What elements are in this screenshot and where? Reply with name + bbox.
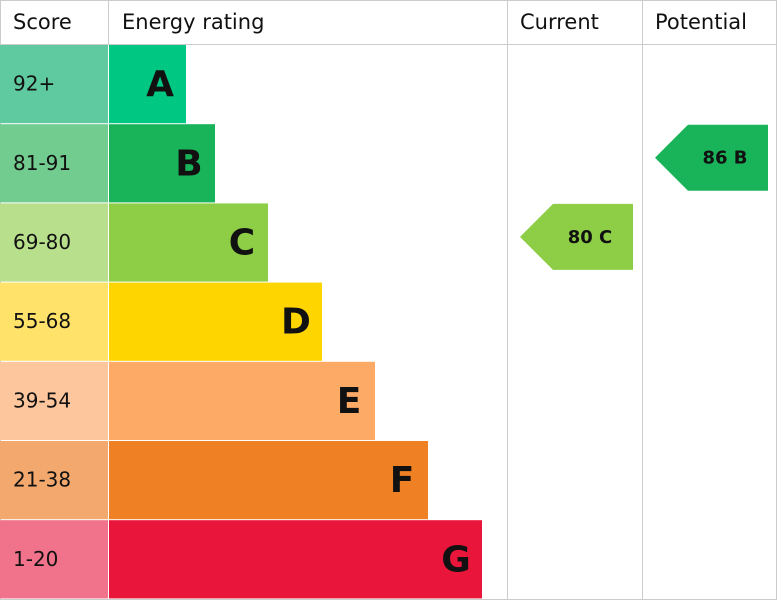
column-header: Current xyxy=(520,10,599,34)
rating-header: Energy rating xyxy=(122,10,264,34)
rating-bar xyxy=(109,282,322,361)
rating-letter: D xyxy=(281,302,311,343)
score-cell xyxy=(0,45,108,124)
score-cell xyxy=(0,361,108,440)
score-label: 81-91 xyxy=(13,151,71,175)
score-label: 21-38 xyxy=(13,468,71,492)
rating-arrow xyxy=(655,124,768,191)
rating-bar xyxy=(109,361,375,440)
arrow-label: 80 C xyxy=(568,227,613,248)
score-label: 92+ xyxy=(13,72,55,96)
rating-bar xyxy=(109,203,268,282)
score-cell xyxy=(0,282,108,361)
rating-bar xyxy=(109,520,482,599)
score-cell xyxy=(0,441,108,520)
rating-bar xyxy=(109,441,428,520)
score-label: 1-20 xyxy=(13,547,58,571)
rating-letter: B xyxy=(175,143,202,184)
score-cell xyxy=(0,124,108,203)
score-label: 69-80 xyxy=(13,230,71,254)
rating-letter: A xyxy=(146,64,174,105)
score-cell xyxy=(0,520,108,599)
rating-arrow xyxy=(520,203,633,270)
score-cell xyxy=(0,203,108,282)
column-header: Potential xyxy=(655,10,747,34)
rating-letter: E xyxy=(337,381,362,422)
rating-letter: F xyxy=(390,460,415,501)
rating-bar xyxy=(109,45,186,124)
rating-bar xyxy=(109,124,215,203)
rating-letter: G xyxy=(441,539,471,580)
score-label: 39-54 xyxy=(13,388,71,412)
score-header: Score xyxy=(13,10,72,34)
rating-letter: C xyxy=(229,223,255,264)
arrow-label: 86 B xyxy=(702,148,747,169)
score-label: 55-68 xyxy=(13,309,71,333)
